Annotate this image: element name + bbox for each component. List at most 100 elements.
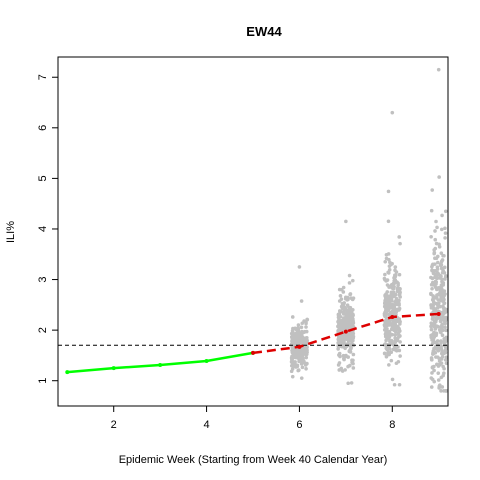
simulation-point (431, 338, 436, 342)
simulation-point (342, 357, 346, 362)
simulation-point (387, 298, 391, 302)
simulation-point (392, 312, 397, 316)
forecast-median-point (436, 311, 441, 316)
simulation-point (440, 333, 445, 338)
simulation-point (392, 279, 396, 283)
simulation-point (396, 332, 401, 337)
simulation-point (347, 281, 352, 285)
simulation-point (442, 297, 446, 302)
chart-title: EW44 (246, 24, 282, 39)
simulation-point (444, 346, 449, 350)
simulation-point (434, 219, 438, 224)
simulation-point (430, 286, 434, 291)
simulation-point (398, 241, 402, 246)
simulation-point (299, 376, 304, 380)
simulation-point (303, 336, 308, 341)
simulation-point (289, 369, 294, 374)
simulation-point (390, 110, 395, 115)
x-tick-label: 8 (389, 419, 395, 431)
simulation-point (296, 323, 301, 327)
simulation-point (439, 389, 443, 393)
simulation-point (384, 338, 388, 343)
simulation-point (337, 309, 342, 313)
simulation-point (442, 316, 446, 320)
simulation-point (394, 308, 398, 312)
simulation-point (304, 367, 308, 371)
x-axis-label: Epidemic Week (Starting from Week 40 Cal… (119, 454, 388, 466)
simulation-point (436, 324, 440, 329)
x-tick-label: 6 (296, 419, 302, 431)
simulation-point (442, 253, 446, 258)
simulation-point (348, 350, 353, 354)
simulation-point (429, 292, 433, 297)
simulation-point (444, 274, 448, 278)
observed-point (158, 363, 163, 368)
simulation-point (384, 346, 389, 351)
simulation-point (439, 344, 444, 349)
forecast-median-point (297, 344, 302, 349)
simulation-point (440, 328, 444, 333)
simulation-point (347, 273, 352, 278)
forecast-median-line (252, 312, 439, 355)
simulation-point (443, 277, 447, 281)
simulation-point (435, 355, 440, 359)
simulation-point (434, 295, 438, 299)
simulation-point (297, 265, 302, 269)
simulation-point (444, 337, 449, 342)
simulation-point (305, 317, 309, 322)
simulation-point (432, 251, 436, 256)
simulation-point (382, 328, 387, 332)
simulation-point (393, 325, 397, 330)
simulation-point (440, 288, 445, 293)
simulation-point (431, 283, 435, 287)
simulation-point (300, 329, 304, 334)
plot-area (58, 67, 449, 393)
simulation-point (344, 219, 348, 224)
simulation-point (433, 279, 438, 284)
simulation-point (345, 310, 350, 314)
simulation-point (442, 371, 446, 376)
simulation-point (384, 354, 389, 359)
simulation-point (337, 340, 342, 344)
x-tick-label: 4 (204, 419, 210, 431)
simulation-point (393, 336, 397, 340)
simulation-point (439, 341, 443, 345)
simulation-point (345, 315, 349, 319)
simulation-point (396, 283, 400, 287)
simulation-point (432, 379, 437, 384)
simulation-point (430, 341, 435, 346)
simulation-point (432, 262, 437, 266)
simulation-point (337, 353, 341, 357)
simulation-point (434, 347, 439, 351)
simulation-point (395, 289, 400, 294)
simulation-point (432, 368, 436, 373)
simulation-point (299, 353, 303, 358)
simulation-point (444, 361, 449, 366)
simulation-cloud (289, 67, 449, 393)
simulation-point (429, 356, 434, 360)
simulation-point (397, 348, 402, 353)
simulation-point (350, 358, 354, 362)
simulation-point (302, 329, 307, 334)
simulation-point (443, 231, 448, 235)
y-tick-label: 4 (37, 226, 49, 232)
simulation-point (433, 327, 438, 331)
x-tick-label: 2 (111, 419, 117, 431)
simulation-point (443, 226, 447, 231)
forecast-median-point (251, 350, 255, 355)
simulation-point (439, 325, 443, 329)
simulation-point (443, 358, 448, 362)
x-axis: 2 4 6 8 (111, 406, 395, 431)
simulation-point (383, 324, 387, 329)
simulation-point (350, 313, 355, 317)
simulation-point (297, 335, 301, 340)
simulation-point (430, 365, 435, 369)
simulation-point (386, 189, 391, 194)
simulation-point (430, 371, 434, 375)
simulation-point (438, 273, 442, 278)
y-tick-label: 3 (37, 276, 49, 282)
simulation-point (397, 329, 401, 334)
simulation-point (290, 329, 295, 333)
simulation-point (439, 259, 444, 264)
simulation-point (300, 365, 305, 370)
